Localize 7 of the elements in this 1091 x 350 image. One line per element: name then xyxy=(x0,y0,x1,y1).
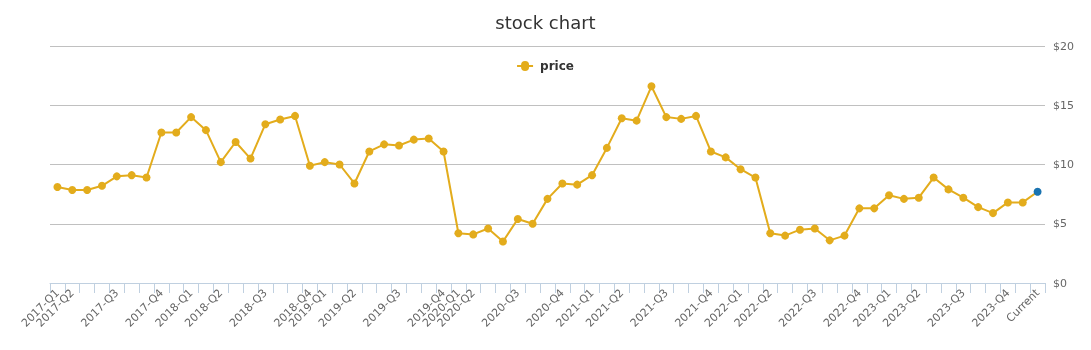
legend-label: price xyxy=(540,59,574,73)
chart-title: stock chart xyxy=(495,11,596,33)
y-tick-label: $20 xyxy=(1053,39,1074,53)
y-tick-label: $0 xyxy=(1053,276,1067,290)
y-tick-label: $15 xyxy=(1053,98,1074,112)
y-tick-label: $10 xyxy=(1053,158,1074,171)
y-tick-label: $5 xyxy=(1053,217,1067,231)
